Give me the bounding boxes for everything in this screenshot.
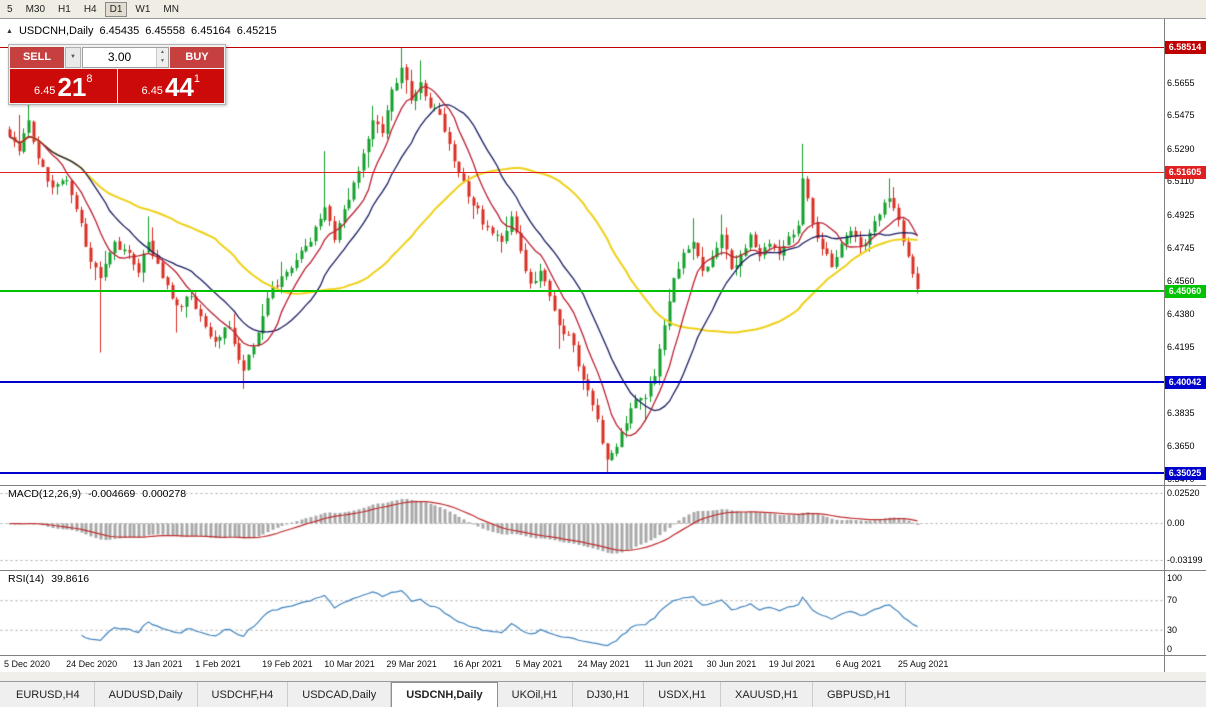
time-axis-label: 19 Jul 2021 <box>768 659 816 669</box>
timeframe-button-d1[interactable]: D1 <box>104 1 128 17</box>
time-axis-label: 1 Feb 2021 <box>195 659 241 669</box>
timeframe-toolbar: 5 M30 H1 H4 D1 W1 MN <box>0 0 1206 19</box>
tab-usdx-h1[interactable]: USDX,H1 <box>644 682 721 707</box>
price-axis-label: 6.5655 <box>1167 77 1195 88</box>
rsi-value: 39.8616 <box>51 573 90 585</box>
rsi-axis-label: 100 <box>1167 573 1183 583</box>
timeframe-button-h1[interactable]: H1 <box>58 3 71 15</box>
volume-field[interactable]: 3.00 ▲ ▼ <box>82 46 169 68</box>
time-axis-label: 25 Aug 2021 <box>897 659 949 669</box>
price-axis-label: 6.3835 <box>1167 407 1195 418</box>
one-click-trading-panel: SELL ▼ 3.00 ▲ ▼ BUY 6.45 21 8 6.45 44 <box>8 44 226 105</box>
macd-axis-label: 0.00 <box>1167 518 1185 528</box>
volume-decrease-button[interactable]: ▼ <box>157 57 168 67</box>
sell-price-prefix: 6.45 <box>34 85 56 97</box>
panel-separator-macd[interactable] <box>0 485 1206 486</box>
time-axis-label: 16 Apr 2021 <box>453 659 502 669</box>
tab-eurusd-h4[interactable]: EURUSD,H4 <box>2 682 95 707</box>
ohlc-open: 6.45435 <box>99 25 140 37</box>
volume-spinner[interactable]: ▲ ▼ <box>156 47 168 67</box>
sell-button[interactable]: SELL <box>10 46 64 68</box>
volume-increase-button[interactable]: ▲ <box>157 47 168 57</box>
rsi-header: RSI(14) 39.8616 <box>8 573 89 585</box>
time-axis-label: 19 Feb 2021 <box>262 659 313 669</box>
macd-name: MACD(12,26,9) <box>8 488 81 500</box>
rsi-axis-label: 30 <box>1167 625 1178 635</box>
sell-price-box[interactable]: 6.45 21 8 <box>10 69 117 103</box>
window-strip <box>0 672 1206 681</box>
time-axis-label: 24 May 2021 <box>577 659 630 669</box>
price-axis-label: 6.4195 <box>1167 342 1195 353</box>
ohlc-close: 6.45215 <box>236 25 277 37</box>
price-axis-label: 6.5290 <box>1167 143 1195 154</box>
timeframe-button-5[interactable]: 5 <box>7 3 13 15</box>
volume-dropdown-button[interactable]: ▼ <box>65 46 81 68</box>
macd-value-1: -0.004669 <box>87 488 136 500</box>
rsi-name: RSI(14) <box>8 573 45 585</box>
rsi-axis-label: 0 <box>1167 644 1173 654</box>
tab-usdcad-daily[interactable]: USDCAD,Daily <box>288 682 392 707</box>
chart-tab-bar: EURUSD,H4 AUDUSD,Daily USDCHF,H4 USDCAD,Dai… <box>0 681 1206 707</box>
tab-usdcnh-daily[interactable]: USDCNH,Daily <box>391 682 498 707</box>
macd-header: MACD(12,26,9) -0.004669 0.000278 <box>8 488 186 500</box>
buy-button[interactable]: BUY <box>170 46 224 68</box>
time-axis-label: 13 Jan 2021 <box>133 659 183 669</box>
time-axis-label: 24 Dec 2020 <box>66 659 118 669</box>
price-axis-label: 6.4745 <box>1167 242 1195 253</box>
price-badge-6.40042: 6.40042 <box>1164 376 1206 390</box>
buy-price-pips: 44 <box>164 72 194 102</box>
buy-price-point: 1 <box>193 73 200 85</box>
price-axis-label: 6.4925 <box>1167 210 1195 221</box>
dropdown-arrow-icon: ▼ <box>70 54 76 60</box>
price-axis-label: 6.4380 <box>1167 308 1195 319</box>
sell-price-point: 8 <box>86 73 93 85</box>
timeframe-button-h4[interactable]: H4 <box>83 3 97 15</box>
time-axis-label: 10 Mar 2021 <box>324 659 375 669</box>
volume-value[interactable]: 3.00 <box>107 49 132 64</box>
tab-ukoil-h1[interactable]: UKOil,H1 <box>498 682 573 707</box>
chart-symbol-label: USDCNH,Daily <box>18 25 94 37</box>
ohlc-high: 6.45558 <box>145 25 186 37</box>
time-axis-label: 11 Jun 2021 <box>644 659 694 669</box>
time-axis-label: 5 May 2021 <box>515 659 563 669</box>
macd-axis-label: 0.02520 <box>1167 488 1200 498</box>
macd-axis-label: -0.03199 <box>1167 555 1203 565</box>
panel-separator-timeaxis <box>0 655 1206 656</box>
rsi-axis-label: 70 <box>1167 595 1178 605</box>
macd-value-2: 0.000278 <box>142 488 187 500</box>
timeframe-button-m30[interactable]: M30 <box>25 3 46 15</box>
price-chart-canvas[interactable] <box>0 19 1164 655</box>
tab-xauusd-h1[interactable]: XAUUSD,H1 <box>721 682 813 707</box>
price-axis-label: 6.4560 <box>1167 276 1195 287</box>
time-axis-label: 30 Jun 2021 <box>706 659 757 669</box>
time-axis-label: 6 Aug 2021 <box>835 659 882 669</box>
price-axis-label: 6.5110 <box>1167 176 1194 187</box>
buy-price-box[interactable]: 6.45 44 1 <box>117 69 224 103</box>
price-badge-6.51605: 6.51605 <box>1164 166 1206 180</box>
panel-separator-rsi[interactable] <box>0 570 1206 571</box>
time-axis-label: 29 Mar 2021 <box>386 659 437 669</box>
chart-header: ▲ USDCNH,Daily 6.45435 6.45558 6.45164 6… <box>6 25 277 37</box>
ohlc-low: 6.45164 <box>191 25 231 37</box>
price-axis-label: 6.3650 <box>1167 441 1195 452</box>
timeframe-button-w1[interactable]: W1 <box>135 3 151 15</box>
time-axis-label: 5 Dec 2020 <box>4 659 51 669</box>
tab-audusd-daily[interactable]: AUDUSD,Daily <box>95 682 198 707</box>
tab-gbpusd-h1[interactable]: GBPUSD,H1 <box>813 682 906 707</box>
tab-usdchf-h4[interactable]: USDCHF,H4 <box>198 682 289 707</box>
collapse-arrow-icon[interactable]: ▲ <box>6 27 13 35</box>
sell-price-pips: 21 <box>57 72 87 102</box>
buy-price-prefix: 6.45 <box>141 85 163 97</box>
price-badge-6.35025: 6.35025 <box>1164 467 1206 481</box>
price-badge-6.45060: 6.45060 <box>1164 285 1206 299</box>
price-axis-label: 6.5475 <box>1167 110 1195 121</box>
price-axis-label: 6.4015 <box>1167 375 1195 386</box>
tab-dj30-h1[interactable]: DJ30,H1 <box>573 682 645 707</box>
price-badge-6.58514: 6.58514 <box>1164 41 1206 54</box>
price-axis-label: 6.3470 <box>1167 473 1195 484</box>
axis-separator <box>1164 19 1165 672</box>
timeframe-button-mn[interactable]: MN <box>163 3 179 15</box>
